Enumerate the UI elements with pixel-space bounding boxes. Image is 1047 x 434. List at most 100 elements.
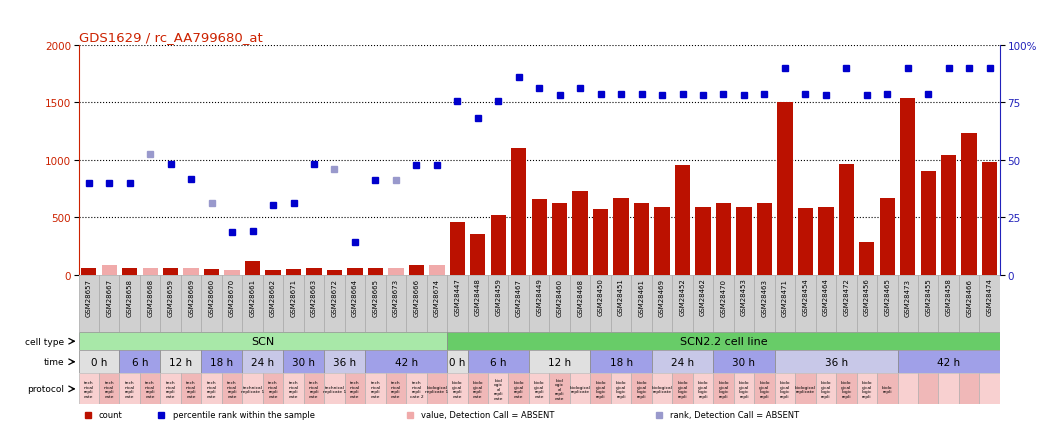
- FancyBboxPatch shape: [468, 350, 529, 373]
- Bar: [573, 191, 587, 275]
- FancyBboxPatch shape: [816, 373, 837, 404]
- Text: biolo
gical
logic
repli: biolo gical logic repli: [616, 380, 626, 398]
- Text: biolo
gical
logic
repli: biolo gical logic repli: [739, 380, 750, 398]
- Text: protocol: protocol: [27, 385, 64, 394]
- Text: biolo
repli: biolo repli: [882, 385, 892, 393]
- Text: 42 h: 42 h: [395, 357, 418, 367]
- FancyBboxPatch shape: [284, 373, 304, 404]
- FancyBboxPatch shape: [631, 373, 652, 404]
- FancyBboxPatch shape: [775, 350, 897, 373]
- FancyBboxPatch shape: [365, 350, 447, 373]
- Text: GSM28665: GSM28665: [373, 278, 378, 316]
- FancyBboxPatch shape: [263, 373, 284, 404]
- Bar: [388, 269, 403, 275]
- FancyBboxPatch shape: [979, 373, 1000, 404]
- FancyBboxPatch shape: [119, 373, 140, 404]
- Text: GSM28465: GSM28465: [885, 278, 890, 316]
- Text: 36 h: 36 h: [333, 357, 356, 367]
- Text: 24 h: 24 h: [251, 357, 274, 367]
- FancyBboxPatch shape: [591, 350, 652, 373]
- FancyBboxPatch shape: [284, 350, 325, 373]
- Text: GSM28663: GSM28663: [311, 278, 317, 316]
- Text: SCN: SCN: [251, 336, 274, 346]
- Text: 0 h: 0 h: [91, 357, 107, 367]
- Text: GSM28669: GSM28669: [188, 278, 194, 316]
- FancyBboxPatch shape: [754, 373, 775, 404]
- Text: GSM28447: GSM28447: [454, 278, 461, 316]
- Bar: [633, 204, 649, 275]
- Text: biolo
gical
logic
repli: biolo gical logic repli: [862, 380, 872, 398]
- Bar: [552, 204, 567, 275]
- Text: GSM28466: GSM28466: [966, 278, 973, 316]
- FancyBboxPatch shape: [610, 373, 631, 404]
- Text: GSM28471: GSM28471: [782, 278, 788, 316]
- Text: GSM28661: GSM28661: [249, 278, 255, 316]
- Text: biol
ogic
al
repli
cate: biol ogic al repli cate: [555, 378, 564, 400]
- Text: GSM28448: GSM28448: [474, 278, 481, 316]
- FancyBboxPatch shape: [160, 373, 181, 404]
- Text: biolo
gical
logic
repli: biolo gical logic repli: [841, 380, 851, 398]
- Text: 42 h: 42 h: [937, 357, 960, 367]
- Text: percentile rank within the sample: percentile rank within the sample: [173, 411, 314, 419]
- Bar: [491, 215, 506, 275]
- Text: biolo
gical
logic
repli: biolo gical logic repli: [697, 380, 708, 398]
- Text: time: time: [44, 358, 64, 366]
- FancyBboxPatch shape: [426, 373, 447, 404]
- FancyBboxPatch shape: [652, 373, 672, 404]
- Text: tech
nical
repli
cate: tech nical repli cate: [206, 380, 217, 398]
- Bar: [695, 207, 711, 275]
- Bar: [367, 269, 383, 275]
- FancyBboxPatch shape: [837, 373, 856, 404]
- FancyBboxPatch shape: [222, 373, 242, 404]
- Bar: [429, 266, 445, 275]
- Text: GSM28470: GSM28470: [720, 278, 727, 316]
- Bar: [183, 269, 199, 275]
- FancyBboxPatch shape: [468, 373, 488, 404]
- FancyBboxPatch shape: [447, 350, 468, 373]
- Text: GSM28463: GSM28463: [761, 278, 767, 316]
- Bar: [102, 266, 117, 275]
- Bar: [860, 243, 874, 275]
- Text: GSM28474: GSM28474: [986, 278, 993, 316]
- Text: biolo
gical
logic
repli: biolo gical logic repli: [759, 380, 770, 398]
- Text: 30 h: 30 h: [292, 357, 315, 367]
- Text: GSM28456: GSM28456: [864, 278, 870, 316]
- Text: GSM28453: GSM28453: [741, 278, 747, 316]
- FancyBboxPatch shape: [918, 373, 938, 404]
- Text: GSM28467: GSM28467: [516, 278, 521, 316]
- Bar: [716, 204, 731, 275]
- Text: tech
nical
repli
cate: tech nical repli cate: [104, 380, 114, 398]
- FancyBboxPatch shape: [160, 350, 201, 373]
- Text: cell type: cell type: [25, 337, 64, 346]
- Text: GSM28671: GSM28671: [290, 278, 296, 316]
- Text: tech
nical
repli
cate: tech nical repli cate: [268, 380, 279, 398]
- Bar: [900, 99, 915, 275]
- Text: 6 h: 6 h: [490, 357, 507, 367]
- FancyBboxPatch shape: [242, 350, 284, 373]
- Text: GSM28670: GSM28670: [229, 278, 236, 316]
- Bar: [654, 207, 670, 275]
- Text: tech
nical
repli
cate: tech nical repli cate: [371, 380, 380, 398]
- Text: tech
nical
repli
cate: tech nical repli cate: [350, 380, 360, 398]
- Text: biol
ogic
al
repli
cate: biol ogic al repli cate: [493, 378, 503, 400]
- Bar: [286, 270, 302, 275]
- Text: GSM28454: GSM28454: [802, 278, 808, 316]
- Text: GSM28468: GSM28468: [577, 278, 583, 316]
- Text: GSM28452: GSM28452: [680, 278, 686, 316]
- Text: biolo
gical
logic
repli: biolo gical logic repli: [637, 380, 647, 398]
- FancyBboxPatch shape: [959, 373, 979, 404]
- FancyBboxPatch shape: [201, 373, 222, 404]
- Bar: [736, 207, 752, 275]
- FancyBboxPatch shape: [591, 373, 610, 404]
- Bar: [408, 266, 424, 275]
- FancyBboxPatch shape: [242, 373, 263, 404]
- Text: biolo
gical
logic
repli: biolo gical logic repli: [596, 380, 606, 398]
- Text: biological
replicate: biological replicate: [651, 385, 672, 393]
- Bar: [879, 198, 895, 275]
- Bar: [142, 268, 158, 275]
- Bar: [265, 270, 281, 275]
- FancyBboxPatch shape: [99, 373, 119, 404]
- Text: rank, Detection Call = ABSENT: rank, Detection Call = ABSENT: [670, 411, 799, 419]
- Bar: [81, 269, 96, 275]
- Text: GSM28657: GSM28657: [86, 278, 92, 316]
